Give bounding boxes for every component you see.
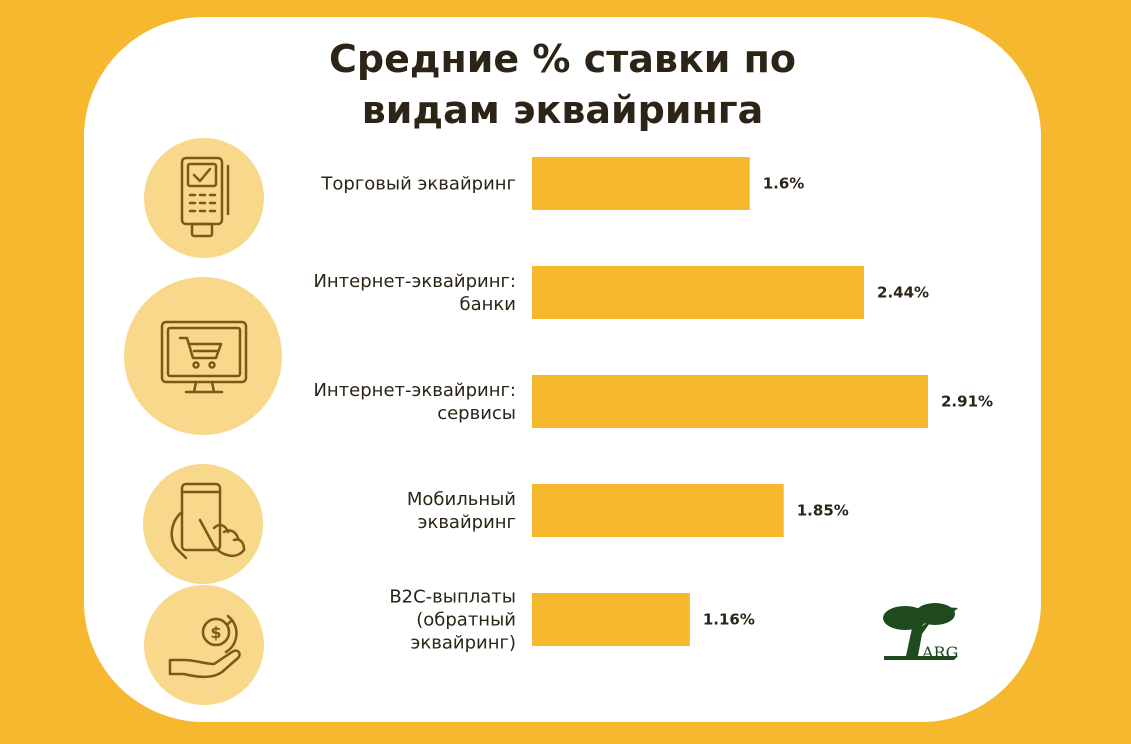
chart-title: Средние % ставки по видам эквайринга <box>84 34 1041 136</box>
bar-1 <box>532 266 865 319</box>
bar-4 <box>532 593 690 646</box>
logo-crown-tip <box>930 606 958 622</box>
icon-circle-internet <box>124 277 282 435</box>
icons-layer: $ <box>124 138 282 705</box>
category-label-line: Торговый эквайринг <box>320 174 516 195</box>
tree-logo-icon: ARG <box>883 603 958 662</box>
money-hand-icon: $ <box>144 585 264 705</box>
smartphone-hand-icon <box>143 464 263 584</box>
category-label-line: эквайринг) <box>411 633 516 654</box>
category-label-line: сервисы <box>437 403 516 424</box>
category-label-line: (обратный <box>416 610 516 631</box>
value-label-2: 2.91% <box>941 393 993 411</box>
category-label-line: Интернет-эквайринг: <box>313 271 516 292</box>
category-label-line: банки <box>460 294 516 315</box>
icon-circle-b2c <box>144 585 264 705</box>
category-label-0: Торговый эквайринг <box>320 174 516 195</box>
bar-3 <box>532 484 784 537</box>
value-label-0: 1.6% <box>763 175 805 193</box>
title-line-2: видам эквайринга <box>361 88 764 132</box>
category-label-4: B2C-выплаты (обратный эквайринг) <box>389 587 516 654</box>
bar-0 <box>532 157 750 210</box>
pos-terminal-icon <box>144 138 264 258</box>
value-label-1: 2.44% <box>877 284 929 302</box>
bar-2 <box>532 375 928 428</box>
logo-ground <box>884 656 958 660</box>
value-label-3: 1.85% <box>797 502 849 520</box>
category-label-3: Мобильный эквайринг <box>407 489 516 533</box>
bars-layer: 1.6% Торговый эквайринг 2.44% Интернет-эква… <box>313 157 993 654</box>
category-label-line: Интернет-эквайринг: <box>313 380 516 401</box>
icon-circle-pos <box>144 138 264 258</box>
category-label-line: Мобильный <box>407 489 516 510</box>
category-label-2: Интернет-эквайринг: сервисы <box>313 380 516 424</box>
shopping-cart-monitor-icon <box>124 277 282 435</box>
category-label-line: B2C-выплаты <box>389 587 516 608</box>
dollar-sign: $ <box>210 623 221 642</box>
logo-text: ARG <box>921 643 958 662</box>
title-line-1: Средние % ставки по <box>329 37 796 81</box>
category-label-1: Интернет-эквайринг: банки <box>313 271 516 315</box>
value-label-4: 1.16% <box>703 611 755 629</box>
category-label-line: эквайринг <box>418 512 516 533</box>
